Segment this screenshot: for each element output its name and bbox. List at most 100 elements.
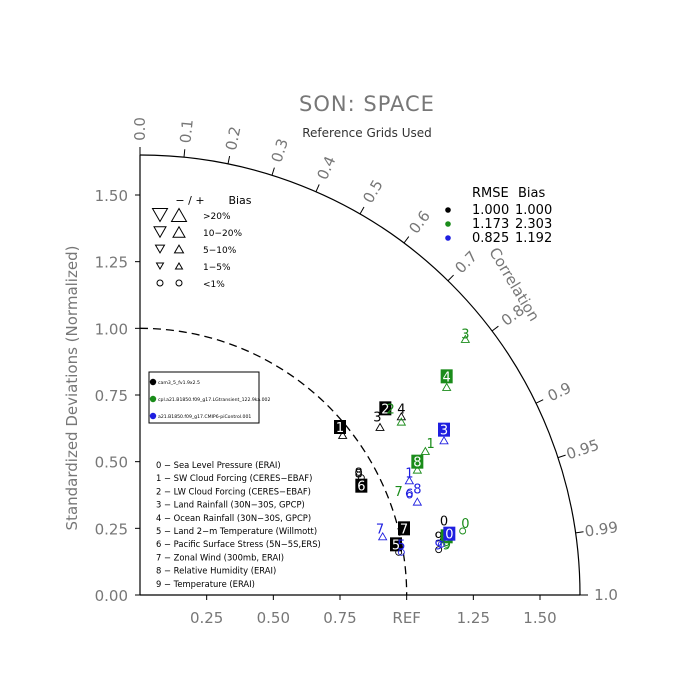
point-marker — [396, 417, 407, 426]
bias-legend-positive-marker — [172, 225, 186, 238]
bias-legend-positive-marker — [175, 279, 183, 287]
chart-subtitle: Reference Grids Used — [302, 126, 432, 140]
point-label: 4 — [443, 370, 451, 385]
point-marker — [441, 382, 452, 391]
case-legend-dot — [149, 412, 157, 420]
point-label: 3 — [461, 328, 469, 343]
correlation-tick-label: 0.3 — [268, 136, 292, 164]
correlation-tick-label: 0.0 — [131, 117, 149, 141]
point-marker — [337, 430, 348, 439]
bias-legend-positive-marker — [173, 244, 185, 254]
point-label: 9 — [435, 538, 443, 553]
bias-legend-positive-marker — [170, 207, 188, 222]
correlation-tick — [227, 155, 231, 164]
variable-legend-item: 5 − Land 2−m Temperature (Willmott) — [156, 526, 317, 536]
case-legend-name: a21.B1850.f09_g17.CMIP6-piControl.001 — [158, 414, 251, 420]
point-label: 7 — [400, 522, 408, 537]
correlation-tick — [491, 325, 499, 332]
y-tick-label: 1.25 — [95, 254, 128, 272]
y-tick-label: 1.50 — [95, 187, 128, 205]
variable-legend-item: 1 − SW Cloud Forcing (CERES−EBAF) — [156, 473, 312, 483]
point-label-box — [379, 401, 392, 416]
bias-legend-row-label: <1% — [203, 280, 225, 290]
correlation-tick-label: 0.95 — [564, 436, 601, 464]
correlation-tick-label: 0.9 — [545, 379, 574, 406]
point-label: 6 — [357, 480, 365, 495]
rmse-table-dot — [445, 221, 451, 227]
point-label-box — [355, 478, 368, 493]
point-label: 0 — [461, 517, 469, 532]
point-marker — [437, 540, 445, 548]
variable-legend-item: 0 − Sea Level Pressure (ERAI) — [156, 460, 281, 470]
rmse-table-rmse-value: 1.173 — [472, 217, 509, 232]
correlation-tick-label: 1.0 — [594, 586, 618, 604]
variable-legend-item: 2 − LW Cloud Forcing (CERES−EBAF) — [156, 486, 311, 496]
point-marker — [396, 411, 407, 421]
point-label: 0 — [445, 528, 453, 543]
variable-legend-item: 4 − Ocean Rainfall (30N−30S, GPCP) — [156, 513, 311, 523]
x-tick-label: 0.25 — [190, 609, 223, 627]
rmse-table-dot — [445, 207, 451, 213]
point-label: 5 — [392, 538, 400, 553]
bias-legend-positive-marker — [174, 261, 184, 270]
correlation-tick-label: 0.7 — [451, 247, 481, 277]
point-label: 1 — [427, 437, 435, 452]
point-label: 1 — [336, 421, 344, 436]
plot-points: 123468750934218706931867095 — [334, 328, 471, 556]
rmse-table-bias-value: 1.000 — [515, 203, 552, 218]
point-marker — [405, 490, 413, 498]
bias-legend-negative-marker — [151, 208, 169, 223]
bias-legend-header-bias: Bias — [228, 194, 251, 207]
point-label: 7 — [395, 485, 403, 500]
point-label: 2 — [381, 402, 389, 417]
point-label-box — [411, 454, 424, 469]
correlation-tick — [359, 206, 365, 215]
correlation-tick — [403, 236, 410, 244]
point-label: 8 — [413, 482, 421, 497]
correlation-tick-label: 0.6 — [405, 207, 434, 237]
point-marker — [404, 475, 415, 485]
rmse-table-rmse-value: 1.000 — [472, 203, 509, 218]
point-marker — [443, 540, 451, 548]
bias-legend-row-label: 5−10% — [203, 246, 237, 256]
rmse-table-bias-value: 1.192 — [515, 231, 552, 246]
point-label: 4 — [397, 402, 405, 417]
y-tick-label: 0.00 — [95, 587, 128, 605]
point-marker — [375, 422, 385, 431]
bias-legend-header-minus-plus: − / + — [175, 194, 204, 207]
point-label: 2 — [387, 402, 395, 417]
correlation-tick-label: 0.1 — [176, 119, 196, 145]
x-tick-label: 0.75 — [323, 609, 356, 627]
x-tick-label: 1.25 — [457, 609, 490, 627]
correlation-tick-label: 0.4 — [313, 153, 339, 182]
y-tick-label: 0.50 — [95, 454, 128, 472]
case-legend-box — [148, 371, 260, 424]
y-tick-label: 0.25 — [95, 520, 128, 538]
bias-legend-negative-marker — [154, 244, 166, 254]
point-marker — [412, 497, 423, 506]
point-label: 8 — [355, 466, 363, 481]
y-axis-label: Standardized Deviations (Normalized) — [63, 246, 81, 531]
correlation-tick-label: 0.5 — [359, 177, 387, 207]
point-label-box — [334, 420, 346, 434]
variable-legend-item: 9 − Temperature (ERAI) — [156, 579, 255, 589]
correlation-tick-label: 0.99 — [583, 518, 619, 541]
point-label-box — [398, 521, 410, 536]
correlation-tick — [183, 149, 186, 158]
x-tick-label: REF — [392, 609, 421, 627]
point-marker — [459, 527, 467, 535]
variable-legend-item: 6 − Pacific Surface Stress (5N−5S,ERS) — [156, 539, 321, 549]
point-marker — [355, 468, 363, 476]
point-marker — [397, 548, 405, 556]
case-legend-dot — [149, 378, 157, 386]
legends: − / + Bias >20% 10−20% 5−10% 1−5% <1% RMSE Bias 1… — [148, 186, 552, 589]
bias-legend-row-label: 1−5% — [203, 263, 231, 273]
point-label: 5 — [397, 538, 405, 553]
case-legend-name: cam3_5_fv1.9x2.5 — [158, 380, 200, 386]
point-label: 6 — [405, 488, 413, 503]
bias-legend-negative-marker — [155, 262, 165, 271]
chart-title: SON: SPACE — [299, 92, 435, 116]
variable-legend-item: 3 − Land Rainfall (30N−30S, GPCP) — [156, 500, 305, 510]
rmse-table-header-bias: Bias — [518, 186, 545, 201]
x-tick-label: 1.50 — [523, 609, 556, 627]
